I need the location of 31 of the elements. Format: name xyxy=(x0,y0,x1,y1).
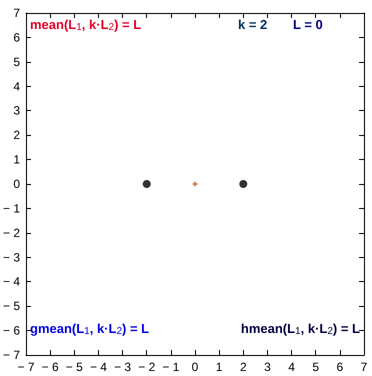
y-tick-label: − 6 xyxy=(3,324,20,338)
x-tick-label: 1 xyxy=(216,360,223,374)
y-tick-label: − 3 xyxy=(3,250,20,264)
y-tick-label: 7 xyxy=(13,6,20,20)
y-tick-label: − 2 xyxy=(3,226,20,240)
x-tick-label: 4 xyxy=(288,360,296,374)
y-tick-label: 4 xyxy=(13,79,20,94)
x-tick-label: 6 xyxy=(336,360,344,374)
x-tick-label: 7 xyxy=(360,360,368,374)
y-tick-label: 6 xyxy=(13,30,20,44)
y-tick-label: 0 xyxy=(13,177,20,191)
x-tick-label: − 1 xyxy=(162,360,180,374)
x-tick-label: 5 xyxy=(312,360,320,374)
annotation: k = 2 xyxy=(238,17,268,32)
y-tick-label: 3 xyxy=(13,104,20,118)
y-tick-label: − 4 xyxy=(3,274,20,289)
y-tick-label: 1 xyxy=(13,152,20,167)
y-tick-label: − 1 xyxy=(3,201,20,216)
y-tick-label: 2 xyxy=(13,128,20,142)
x-tick-label: 3 xyxy=(264,360,272,374)
x-tick-label: − 6 xyxy=(42,360,59,374)
y-tick-label: − 5 xyxy=(3,299,20,314)
x-tick-label: 0 xyxy=(192,360,199,374)
x-tick-label: − 5 xyxy=(66,360,84,374)
x-tick-label: − 3 xyxy=(114,360,132,374)
x-tick-label: 2 xyxy=(240,360,247,374)
annotation: L = 0 xyxy=(293,17,323,32)
y-tick-label: 5 xyxy=(13,54,20,69)
x-tick-label: − 4 xyxy=(90,360,108,374)
y-tick-label: − 7 xyxy=(3,348,20,362)
x-tick-label: − 2 xyxy=(138,360,156,374)
